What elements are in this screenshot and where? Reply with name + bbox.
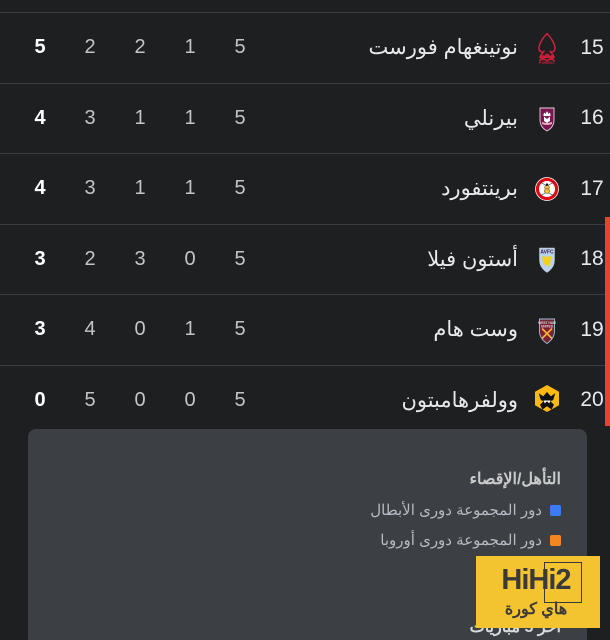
svg-text:UNITED: UNITED	[541, 324, 554, 328]
svg-text:FOREST: FOREST	[539, 60, 556, 65]
svg-text:AVFC: AVFC	[540, 250, 554, 256]
